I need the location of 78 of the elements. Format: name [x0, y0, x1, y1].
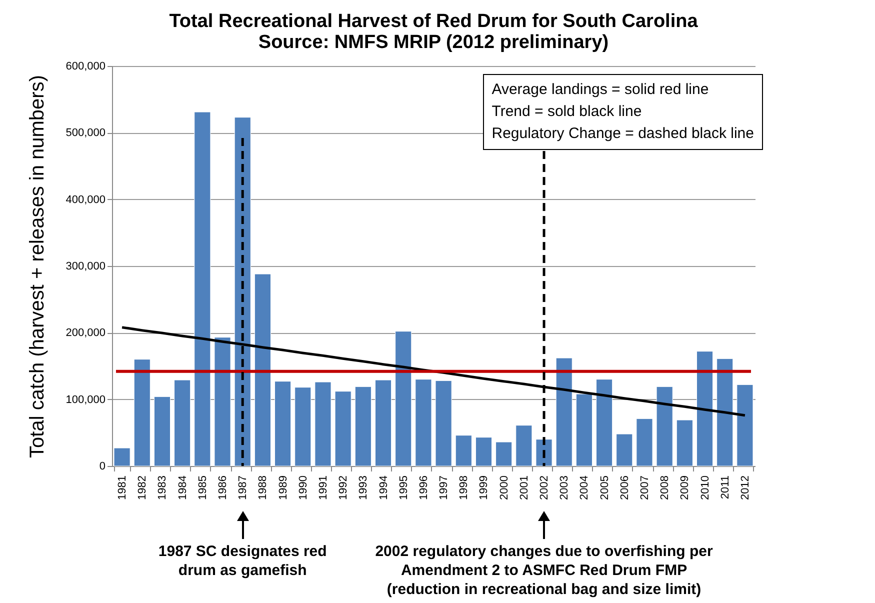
bar [676, 420, 693, 466]
bar [556, 358, 572, 466]
bar [415, 379, 432, 466]
annotation: Regulatory Change = dashed black line [492, 124, 754, 144]
bar [736, 384, 754, 466]
x-tick-label: 1986 [217, 476, 230, 500]
y-tick-label: 600,000 [66, 60, 106, 72]
bar [656, 386, 673, 466]
bar [636, 418, 653, 466]
bar [616, 434, 633, 466]
x-tick-label: 1994 [378, 476, 390, 500]
x-tick-label: 1997 [438, 476, 450, 500]
bar [716, 358, 734, 466]
x-tick-label: 2011 [719, 476, 732, 500]
bar [496, 442, 512, 466]
y-tick-label: 500,000 [66, 127, 106, 140]
y-tick-label: 400,000 [66, 194, 106, 206]
x-tick-label: 1995 [398, 476, 410, 500]
x-tick-label: 1982 [136, 476, 149, 500]
bar [234, 117, 251, 466]
x-tick-label: 2002 [538, 476, 551, 500]
x-tick-label: 2008 [659, 476, 672, 500]
bar [576, 394, 592, 466]
bar [475, 437, 492, 466]
x-tick-label: 1993 [358, 476, 370, 500]
x-tick-label: 2000 [498, 476, 510, 500]
bar [114, 448, 130, 466]
x-tick-label: 1990 [297, 476, 310, 500]
x-tick-label: 2003 [558, 476, 571, 500]
bar [174, 380, 191, 466]
bar [354, 386, 372, 466]
bar [596, 379, 613, 466]
bar [154, 396, 171, 466]
y-tick-label: 0 [99, 460, 106, 472]
y-axis-title: Total catch (harvest + releases in numbers) [26, 75, 49, 458]
chart-title: Total Recreational Harvest of Red Drum for South Carolina [169, 11, 698, 32]
x-tick-label: 1987 [237, 476, 250, 500]
bar [314, 382, 332, 466]
x-tick-label: 2007 [638, 476, 651, 500]
x-tick-label: 2005 [598, 476, 611, 500]
bar [334, 391, 352, 466]
x-tick-label: 1981 [116, 476, 129, 500]
bar [374, 380, 392, 466]
bar [274, 381, 292, 466]
y-tick-label: 300,000 [66, 260, 106, 272]
x-tick-label: 2006 [618, 476, 631, 500]
chart-subtitle: Source: NMFS MRIP (2012 preliminary) [258, 32, 609, 53]
x-tick-label: 1983 [156, 476, 169, 500]
x-tick-label: 2012 [739, 476, 752, 500]
bar [455, 435, 472, 466]
x-tick-label: 1984 [176, 476, 189, 500]
bar [214, 337, 231, 466]
x-tick-label: 2001 [518, 476, 530, 500]
x-tick-label: 1992 [338, 476, 350, 500]
x-tick-label: 1998 [458, 476, 470, 500]
x-tick-label: 1996 [418, 476, 430, 500]
x-tick-label: 2010 [699, 476, 712, 500]
x-tick-label: 1989 [277, 476, 290, 500]
annotation: Average landings = solid red line [492, 80, 710, 100]
x-tick-label: 1991 [317, 476, 330, 500]
bar [696, 351, 714, 466]
bar [194, 112, 211, 466]
x-tick-label: 2009 [679, 476, 692, 500]
x-tick-label: 1999 [478, 476, 490, 500]
text: 1987 SC designates red drum as gamefish [157, 542, 328, 580]
y-tick-label: 100,000 [66, 394, 106, 406]
bar [395, 331, 412, 466]
bar [516, 425, 532, 466]
x-tick-label: 1985 [196, 476, 209, 500]
bar [134, 359, 150, 466]
text: 2002 regulatory changes due to overfishing per Amendment 2 to ASMFC Red Drum FMP (reduction in recreational bag and size limit) [374, 542, 714, 599]
bar [294, 387, 312, 466]
x-tick-label: 2004 [578, 476, 591, 500]
annotation: Trend = sold black line [492, 102, 643, 122]
x-tick-label: 1988 [257, 476, 270, 500]
bar [254, 274, 271, 466]
bar [435, 380, 452, 466]
y-tick-label: 200,000 [66, 327, 106, 340]
